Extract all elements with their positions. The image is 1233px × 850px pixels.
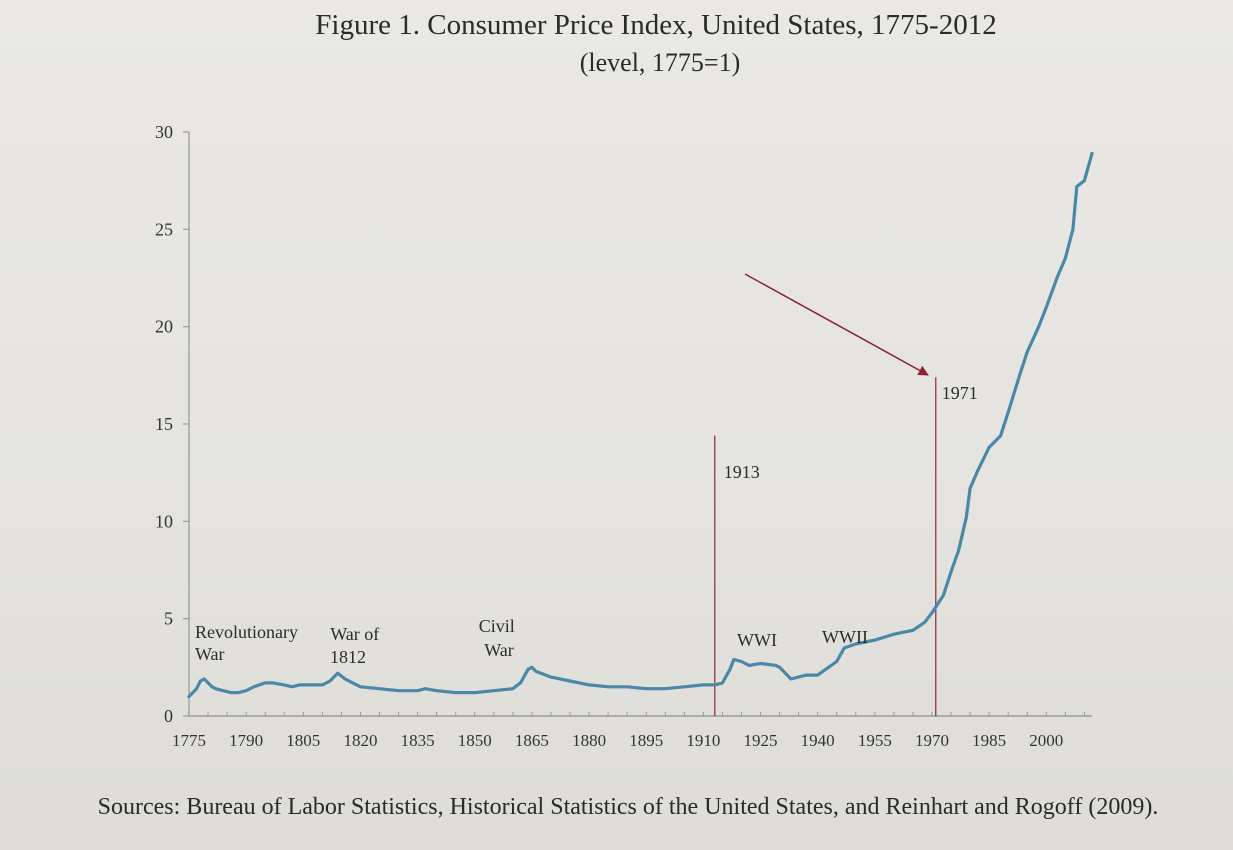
x-tick-label: 1850 — [458, 731, 492, 750]
y-axis: 0 5 10 15 20 25 30 — [155, 122, 190, 726]
x-tick-label: 1925 — [744, 731, 778, 750]
arrow-to-1971 — [744, 273, 929, 376]
annotation-line: War of — [330, 624, 379, 644]
x-tick-label: 1820 — [343, 731, 377, 750]
annotation-line: Civil — [479, 616, 515, 636]
y-tick-label: 30 — [155, 122, 173, 142]
y-tick-label: 15 — [155, 414, 173, 434]
annotation-wwii: WWII — [822, 627, 868, 647]
y-tick-label: 5 — [164, 609, 173, 629]
annotation-line: Revolutionary — [195, 622, 298, 642]
y-tick-label: 10 — [155, 511, 173, 531]
event-marker-label: 1913 — [724, 462, 760, 482]
x-tick-label: 2000 — [1029, 731, 1063, 750]
arrow-line — [744, 273, 929, 376]
annotation-line: War — [195, 644, 225, 664]
annotation-war-of-1812: War of 1812 — [330, 624, 384, 667]
x-tick-label: 1955 — [858, 731, 892, 750]
y-tick-label: 20 — [155, 317, 173, 337]
x-tick-label: 1775 — [172, 731, 206, 750]
event-markers: 1913 1971 — [714, 377, 978, 716]
x-tick-label: 1985 — [972, 731, 1006, 750]
chart-title: Figure 1. Consumer Price Index, United S… — [315, 9, 996, 41]
x-tick-label: 1940 — [801, 731, 835, 750]
x-tick-label: 1880 — [572, 731, 606, 750]
y-tick-label: 0 — [164, 706, 173, 726]
event-marker-label: 1971 — [942, 383, 978, 403]
x-axis: 1775 1790 1805 1820 1835 1850 1865 1880 1895 1910… — [172, 712, 1092, 750]
cpi-series-line — [187, 151, 1094, 699]
annotation-civil-war: Civil War — [479, 616, 520, 660]
x-tick-label: 1835 — [401, 731, 435, 750]
x-tick-label: 1970 — [915, 731, 949, 750]
x-tick-label: 1910 — [686, 731, 720, 750]
annotation-line: 1812 — [330, 647, 366, 667]
annotation-line: War — [484, 640, 514, 660]
annotation-revolutionary-war: Revolutionary War — [195, 622, 302, 664]
event-annotations: Revolutionary War War of 1812 Civil War … — [195, 616, 868, 667]
source-note: Sources: Bureau of Labor Statistics, His… — [98, 794, 1159, 820]
y-tick-label: 25 — [155, 219, 173, 239]
x-tick-label: 1895 — [629, 731, 663, 750]
chart-subtitle: (level, 1775=1) — [580, 48, 741, 77]
x-tick-label: 1790 — [229, 731, 263, 750]
x-tick-label: 1805 — [286, 731, 320, 750]
annotation-wwi: WWI — [737, 630, 777, 650]
x-tick-label: 1865 — [515, 731, 549, 750]
